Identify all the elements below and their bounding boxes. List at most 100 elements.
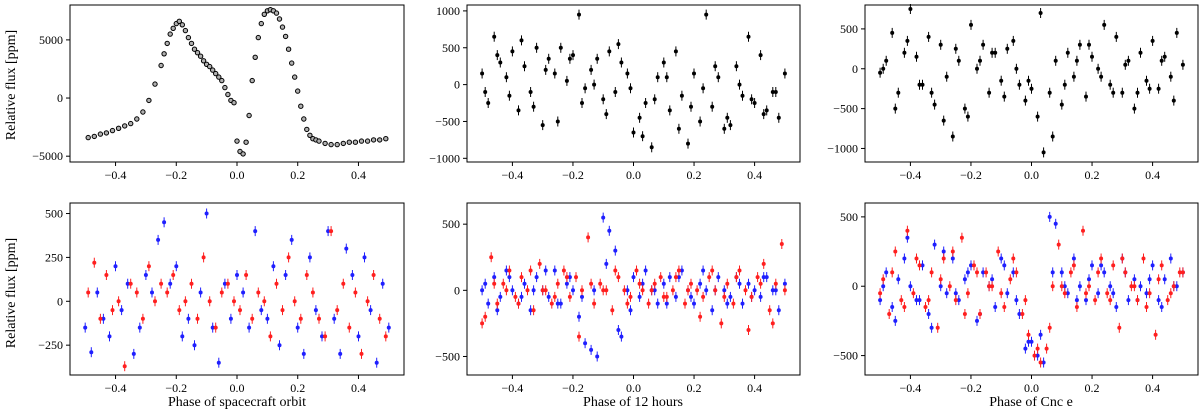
data-point	[667, 272, 672, 283]
data-point	[383, 136, 389, 142]
x-tick-label: 0.2	[290, 381, 305, 395]
data-point	[673, 272, 678, 283]
data-point	[258, 20, 264, 27]
x-tick: −0.2	[960, 375, 982, 395]
data-point	[1053, 55, 1058, 66]
data-point	[140, 313, 145, 324]
data-point	[944, 71, 949, 82]
data-point	[128, 278, 133, 289]
data-point	[667, 105, 672, 116]
data-point	[246, 112, 252, 119]
y-tick: 500	[442, 217, 467, 231]
x-tick-label: −0.4	[105, 381, 127, 395]
x-tick-label: 0.4	[351, 381, 366, 395]
data-point	[501, 278, 506, 289]
data-point	[1174, 27, 1179, 38]
data-point	[701, 291, 706, 302]
data-point	[941, 115, 946, 126]
data-point	[192, 340, 197, 351]
x-tick: −0.2	[165, 375, 187, 395]
data-point	[1162, 51, 1167, 62]
data-point	[929, 87, 934, 98]
data-point	[561, 265, 566, 276]
data-point	[186, 313, 191, 324]
data-point	[340, 140, 346, 147]
data-point	[328, 141, 334, 148]
data-point	[601, 94, 606, 105]
data-point	[486, 98, 491, 108]
data-point	[280, 305, 285, 316]
data-point	[1084, 288, 1088, 299]
data-point	[1014, 295, 1019, 306]
data-point	[938, 39, 943, 50]
data-point	[770, 87, 775, 97]
data-point	[210, 322, 215, 333]
x-tick: −0.4	[105, 162, 126, 182]
data-point	[661, 278, 666, 289]
data-point	[962, 103, 967, 114]
y-tick-label: −500	[833, 349, 858, 363]
data-point	[628, 305, 633, 316]
data-point	[622, 285, 627, 296]
data-point	[755, 272, 760, 283]
y-tick: 1000	[436, 4, 467, 18]
data-point	[153, 296, 157, 307]
data-point	[326, 226, 331, 237]
y-tick: 500	[840, 210, 865, 224]
data-point	[225, 278, 230, 289]
y-tick-label: −1000	[429, 151, 460, 165]
data-point	[279, 24, 286, 30]
data-point	[764, 272, 769, 283]
data-point	[993, 302, 998, 312]
data-point	[377, 313, 382, 324]
data-point	[1168, 253, 1173, 264]
data-point	[174, 261, 179, 272]
data-point	[719, 318, 724, 329]
data-point	[1099, 71, 1104, 82]
data-point	[592, 285, 597, 296]
data-point	[737, 79, 742, 90]
data-point	[881, 63, 886, 74]
data-point	[1138, 281, 1143, 292]
data-point	[929, 322, 934, 333]
axes-frame	[69, 202, 405, 376]
data-point	[914, 51, 919, 62]
data-point	[1180, 59, 1185, 70]
data-point	[1023, 343, 1028, 354]
data-point	[1035, 343, 1040, 354]
data-point	[574, 272, 578, 283]
data-point	[371, 270, 376, 280]
data-point	[1156, 274, 1161, 285]
x-tick-label: −0.2	[165, 381, 187, 395]
y-tick-label: 0	[454, 283, 460, 297]
x-tick: −0.4	[502, 375, 523, 395]
data-point	[335, 305, 340, 316]
data-point	[914, 253, 919, 264]
data-point	[134, 287, 139, 298]
x-tick: 0.2	[687, 162, 702, 182]
data-point	[498, 291, 503, 302]
data-point	[370, 137, 377, 143]
data-point	[1156, 83, 1161, 94]
x-tick-label: 0.0	[230, 381, 245, 395]
data-point	[1068, 267, 1073, 278]
data-point	[109, 127, 116, 134]
data-point	[923, 302, 928, 312]
data-point	[268, 331, 273, 342]
data-point	[631, 272, 636, 283]
data-point	[625, 68, 630, 79]
data-point	[1038, 357, 1043, 368]
data-point	[725, 278, 730, 289]
data-point	[1156, 295, 1161, 306]
data-point	[115, 125, 122, 132]
data-point	[1029, 336, 1034, 347]
data-point	[604, 109, 609, 120]
data-point	[990, 281, 995, 292]
data-point	[1162, 274, 1167, 285]
x-tick: 0.0	[1024, 162, 1039, 182]
data-point	[1020, 309, 1025, 319]
panel-1: −0.4 −0.2 0.0 0.2 0.4 −1000 −500 0 500 1000	[429, 4, 801, 182]
data-point	[519, 272, 524, 283]
y-tick-label: 500	[840, 210, 858, 224]
y-tick: −500	[435, 349, 467, 363]
